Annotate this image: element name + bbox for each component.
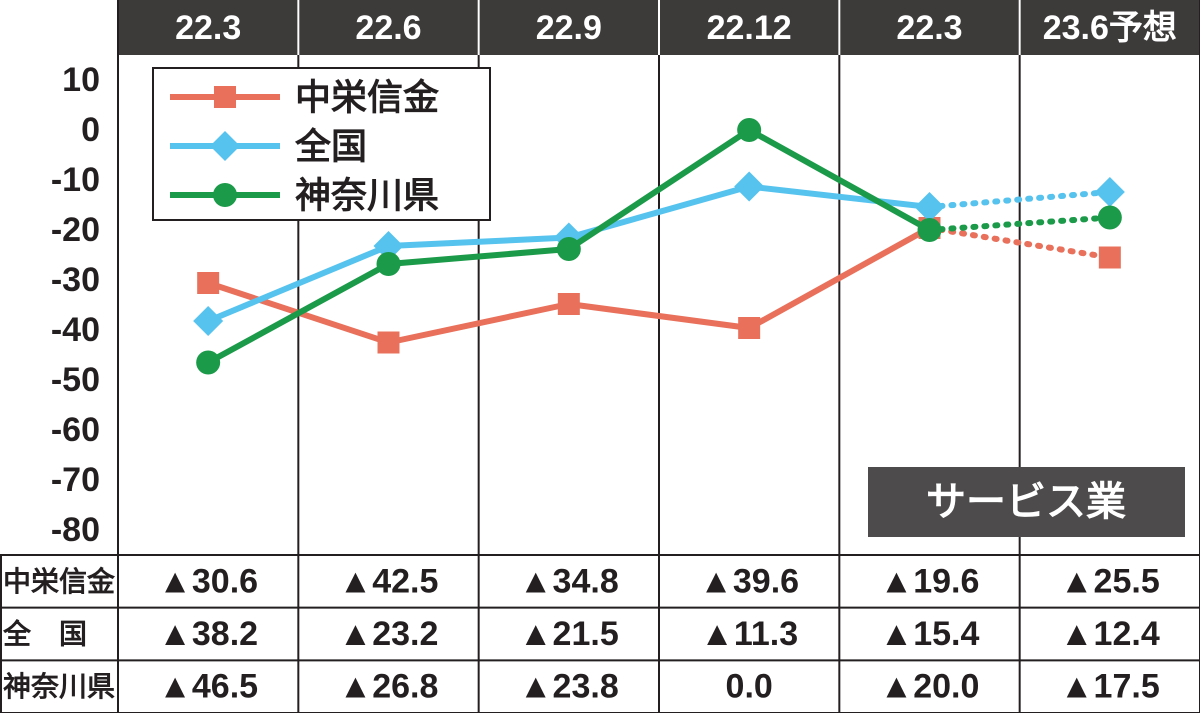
legend-label: 全国 bbox=[294, 126, 367, 167]
y-tick-label: -70 bbox=[51, 461, 100, 499]
marker bbox=[197, 272, 220, 294]
x-tick-label: 22.12 bbox=[707, 9, 792, 47]
marker bbox=[1097, 205, 1122, 230]
table-cell: ▲17.5 bbox=[1060, 668, 1160, 706]
marker bbox=[193, 306, 224, 336]
table-cell: ▲15.4 bbox=[880, 615, 980, 653]
forecast-line bbox=[926, 225, 1113, 261]
y-tick-label: -60 bbox=[51, 411, 100, 449]
y-tick-label: -50 bbox=[51, 361, 100, 399]
marker bbox=[914, 192, 945, 222]
legend-label: 中栄信金 bbox=[295, 77, 440, 118]
marker bbox=[377, 331, 400, 354]
y-tick-label: -30 bbox=[51, 261, 100, 299]
annotation-box bbox=[868, 467, 1185, 537]
table-cell: ▲23.8 bbox=[519, 668, 619, 706]
marker bbox=[556, 237, 581, 261]
y-tick-label: -40 bbox=[51, 311, 100, 349]
table-cell: ▲38.2 bbox=[158, 615, 258, 653]
annotation: サービス業 bbox=[926, 480, 1126, 524]
marker bbox=[210, 131, 240, 161]
table-cell: ▲25.5 bbox=[1060, 562, 1160, 600]
marker bbox=[738, 317, 761, 339]
marker bbox=[557, 293, 580, 315]
table-cell: ▲39.6 bbox=[699, 562, 799, 600]
marker bbox=[1094, 177, 1125, 207]
x-tick-label: 23.6予想 bbox=[1043, 9, 1177, 47]
table-cell: 0.0 bbox=[726, 668, 773, 706]
y-tick-label: -10 bbox=[51, 161, 100, 199]
marker bbox=[214, 86, 236, 108]
marker bbox=[917, 218, 942, 242]
legend-label: 神奈川県 bbox=[295, 175, 439, 216]
row-label: 全国 bbox=[2, 618, 115, 650]
row-label: 神奈川県 bbox=[3, 671, 115, 702]
table-cell: ▲21.5 bbox=[519, 615, 619, 653]
forecast-line bbox=[926, 189, 1113, 210]
table-cell: ▲23.2 bbox=[339, 615, 439, 653]
x-tick-label: 22.3 bbox=[896, 9, 962, 47]
y-tick-label: -80 bbox=[51, 511, 100, 549]
forecast-line bbox=[926, 214, 1113, 233]
table-cell: ▲42.5 bbox=[339, 562, 439, 600]
marker bbox=[1098, 246, 1121, 269]
x-tick-label: 22.6 bbox=[355, 9, 421, 47]
table-cell: ▲30.6 bbox=[158, 562, 258, 600]
table-cell: ▲20.0 bbox=[880, 668, 980, 706]
marker bbox=[737, 118, 762, 142]
table-cell: ▲19.6 bbox=[880, 562, 980, 600]
x-tick-label: 22.9 bbox=[536, 9, 602, 47]
y-tick-label: -20 bbox=[51, 211, 100, 249]
marker bbox=[734, 171, 765, 202]
table-cell: ▲26.8 bbox=[339, 668, 439, 706]
marker bbox=[196, 350, 221, 375]
y-tick-label: 10 bbox=[62, 61, 100, 99]
table-cell: ▲46.5 bbox=[158, 668, 258, 706]
marker bbox=[376, 252, 401, 276]
marker bbox=[373, 231, 404, 261]
table-cell: ▲12.4 bbox=[1060, 615, 1160, 653]
table-cell: ▲11.3 bbox=[700, 615, 798, 653]
row-label: 中栄信金 bbox=[3, 565, 116, 597]
table-cell: ▲34.8 bbox=[519, 562, 619, 600]
x-tick-label: 22.3 bbox=[175, 9, 241, 47]
marker bbox=[213, 183, 237, 207]
y-tick-label: 0 bbox=[81, 111, 100, 149]
